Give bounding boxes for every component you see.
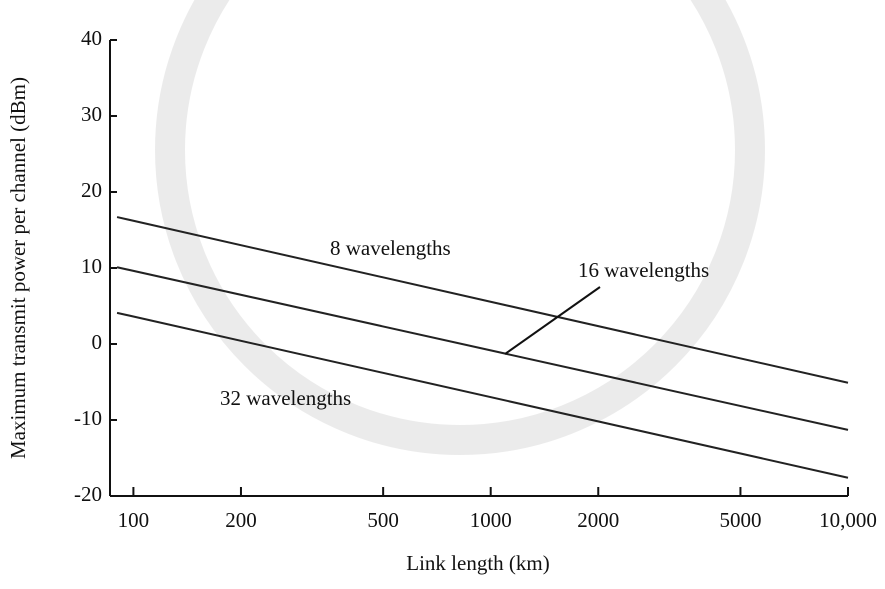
y-tick-label: 10 bbox=[81, 254, 102, 278]
series-label: 16 wavelengths bbox=[578, 258, 709, 282]
x-tick-label: 10,000 bbox=[819, 508, 877, 532]
y-tick-label: -20 bbox=[74, 482, 102, 506]
y-tick-label: 0 bbox=[92, 330, 103, 354]
x-tick-label: 2000 bbox=[577, 508, 619, 532]
y-tick-label: 20 bbox=[81, 178, 102, 202]
x-tick-label: 100 bbox=[118, 508, 150, 532]
series-line bbox=[116, 216, 849, 384]
y-tick-label: 30 bbox=[81, 102, 102, 126]
x-axis-label: Link length (km) bbox=[406, 551, 549, 575]
y-tick-label: -10 bbox=[74, 406, 102, 430]
series-label: 8 wavelengths bbox=[330, 236, 451, 260]
series-label: 32 wavelengths bbox=[220, 386, 351, 410]
y-tick-label: 40 bbox=[81, 26, 102, 50]
x-tick-label: 200 bbox=[225, 508, 257, 532]
y-axis-label: Maximum transmit power per channel (dBm) bbox=[6, 77, 30, 459]
series-line bbox=[116, 311, 849, 479]
watermark bbox=[155, 0, 765, 455]
x-tick-label: 5000 bbox=[719, 508, 761, 532]
leader-line bbox=[504, 286, 601, 355]
x-tick-label: 500 bbox=[367, 508, 399, 532]
x-tick-label: 1000 bbox=[470, 508, 512, 532]
series-line bbox=[116, 266, 849, 431]
